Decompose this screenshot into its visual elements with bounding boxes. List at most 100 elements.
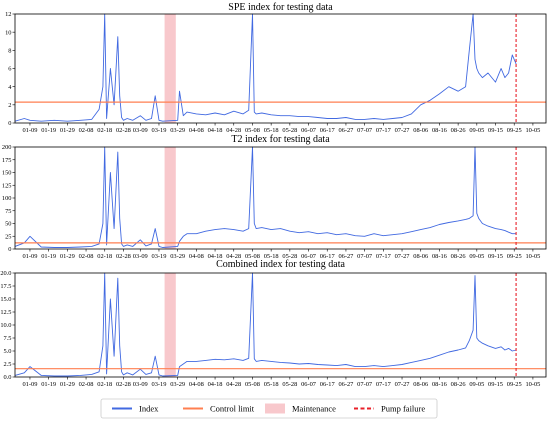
legend: Index Control limit Maintenance Pump fai… — [100, 398, 438, 419]
x-tick-label: 01-09 — [22, 253, 37, 260]
x-tick-label: 08-26 — [451, 253, 466, 260]
x-tick-label: 05-28 — [282, 127, 297, 134]
x-tick-label: 08-06 — [413, 253, 428, 260]
x-tick-label: 02-08 — [79, 127, 94, 134]
y-tick-label: 10 — [5, 29, 11, 36]
x-tick-label: 06-07 — [301, 381, 317, 388]
legend-control-limit-label: Control limit — [210, 404, 255, 414]
x-tick-label: 04-18 — [208, 127, 223, 134]
y-tick-label: 12.5 — [0, 309, 11, 316]
maintenance-band — [164, 273, 176, 377]
y-tick-label: 150 — [2, 170, 12, 177]
x-tick-label: 04-18 — [208, 381, 223, 388]
x-tick-label: 09-25 — [507, 381, 522, 388]
x-tick-label: 07-07 — [357, 381, 373, 388]
x-tick-label: 09-15 — [488, 381, 503, 388]
x-tick-label: 02-28 — [116, 127, 131, 134]
y-tick-label: 0 — [8, 120, 11, 127]
x-tick-label: 08-06 — [413, 127, 428, 134]
x-tick-label: 01-09 — [22, 381, 37, 388]
y-tick-label: 100 — [2, 195, 12, 202]
y-tick-label: 75 — [5, 208, 11, 215]
x-tick-label: 07-17 — [376, 127, 392, 134]
x-tick-label: 06-07 — [301, 253, 317, 260]
x-tick-label: 01-19 — [41, 253, 56, 260]
x-tick-label: 03-09 — [133, 127, 148, 134]
x-tick-label: 08-16 — [432, 381, 447, 388]
x-tick-label: 06-27 — [338, 127, 354, 134]
legend-pump-failure-label: Pump failure — [381, 404, 425, 414]
y-tick-label: 2 — [8, 102, 11, 109]
y-tick-label: 0.0 — [4, 374, 12, 381]
x-tick-label: 07-27 — [395, 127, 411, 134]
x-tick-label: 10-05 — [525, 127, 540, 134]
x-tick-label: 05-18 — [264, 381, 279, 388]
x-tick-label: 06-27 — [338, 381, 354, 388]
x-tick-label: 01-19 — [41, 381, 56, 388]
x-tick-label: 05-08 — [245, 381, 260, 388]
x-tick-label: 06-17 — [320, 381, 336, 388]
x-tick-label: 03-29 — [170, 253, 185, 260]
x-tick-label: 08-16 — [432, 127, 447, 134]
spe-panel: SPE index for testing data 0 2 4 6 8 10 12 01-09… — [5, 2, 547, 134]
y-tick-label: 175 — [2, 157, 12, 164]
y-tick-label: 17.5 — [0, 283, 11, 290]
x-tick-label: 06-07 — [301, 127, 317, 134]
x-tick-label: 05-18 — [264, 127, 279, 134]
x-tick-label: 09-05 — [469, 253, 484, 260]
x-tick-label: 02-28 — [116, 381, 131, 388]
x-tick-label: 04-28 — [226, 127, 241, 134]
y-tick-label: 200 — [2, 144, 12, 151]
x-tick-label: 07-27 — [395, 253, 411, 260]
y-tick-label: 25 — [5, 233, 11, 240]
x-tick-label: 02-08 — [79, 381, 94, 388]
x-tick-label: 01-29 — [60, 127, 75, 134]
x-tick-label: 09-15 — [488, 253, 503, 260]
x-tick-label: 06-17 — [320, 127, 336, 134]
axes-frame — [14, 13, 547, 124]
index-line — [14, 272, 517, 377]
y-tick-label: 7.5 — [4, 335, 12, 342]
y-tick-label: 12 — [5, 11, 11, 18]
panel-title: SPE index for testing data — [228, 2, 333, 13]
x-tick-label: 03-19 — [152, 127, 167, 134]
x-tick-label: 03-19 — [152, 381, 167, 388]
x-tick-label: 09-25 — [507, 253, 522, 260]
x-tick-label: 09-05 — [469, 381, 484, 388]
x-tick-label: 05-18 — [264, 253, 279, 260]
x-tick-label: 05-08 — [245, 253, 260, 260]
index-line — [14, 13, 517, 122]
x-tick-label: 01-29 — [60, 381, 75, 388]
x-tick-label: 09-25 — [507, 127, 522, 134]
x-tick-label: 07-07 — [357, 127, 373, 134]
x-tick-label: 08-16 — [432, 253, 447, 260]
x-tick-label: 05-28 — [282, 253, 297, 260]
y-tick-label: 4 — [8, 84, 12, 91]
y-tick-label: 15.0 — [0, 296, 11, 303]
x-tick-label: 07-27 — [395, 381, 411, 388]
x-tick-label: 04-08 — [189, 381, 204, 388]
x-tick-label: 01-29 — [60, 253, 75, 260]
x-tick-label: 07-17 — [376, 253, 392, 260]
y-tick-label: 20.0 — [0, 270, 11, 277]
x-tick-label: 10-05 — [525, 253, 540, 260]
x-tick-label: 03-29 — [170, 381, 185, 388]
y-tick-label: 2.5 — [4, 361, 12, 368]
combined-panel: Combined index for testing data 0.0 2.5 5.0… — [0, 259, 547, 388]
x-tick-label: 03-19 — [152, 253, 167, 260]
legend-index-label: Index — [139, 404, 159, 414]
t2-panel: T2 index for testing data 0 25 50 75 100 125 15… — [2, 134, 547, 260]
maintenance-band — [164, 147, 176, 249]
y-tick-label: 0 — [8, 246, 11, 253]
x-tick-label: 04-18 — [208, 253, 223, 260]
index-line — [14, 146, 517, 248]
x-tick-label: 09-15 — [488, 127, 503, 134]
x-tick-label: 01-09 — [22, 127, 37, 134]
x-tick-label: 02-08 — [79, 253, 94, 260]
x-tick-label: 05-08 — [245, 127, 260, 134]
x-tick-label: 07-07 — [357, 253, 373, 260]
axes-frame — [14, 272, 547, 378]
y-tick-label: 10.0 — [0, 322, 11, 329]
x-tick-label: 02-28 — [116, 253, 131, 260]
